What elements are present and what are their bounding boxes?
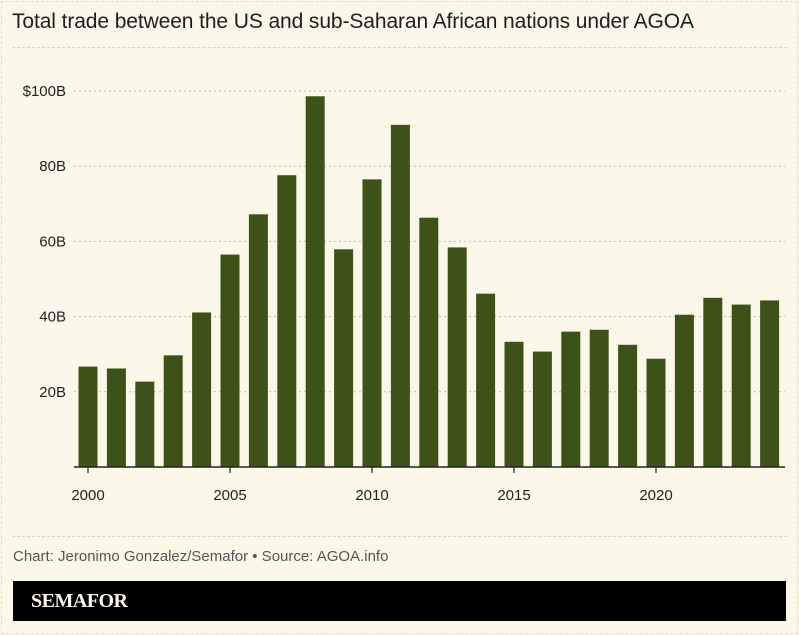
bar-2022: [703, 297, 723, 467]
bar-2023: [731, 304, 751, 467]
bar-2000: [78, 366, 98, 467]
bar-2007: [277, 175, 297, 467]
x-tick-label: 2000: [71, 487, 104, 504]
y-tick-label: 20B: [39, 384, 66, 401]
bar-2003: [163, 355, 183, 467]
bar-2015: [504, 341, 524, 467]
bar-2006: [248, 214, 268, 467]
x-tick-label: 2010: [355, 487, 388, 504]
chart-credit: Chart: Jeronimo Gonzalez/Semafor • Sourc…: [13, 548, 389, 565]
x-tick-label: 2005: [213, 487, 246, 504]
bar-2002: [135, 381, 155, 467]
y-tick-label: 60B: [39, 233, 66, 250]
bar-2005: [220, 254, 240, 467]
bar-2019: [618, 344, 638, 467]
x-tick-label: 2020: [639, 487, 672, 504]
credit-divider: [12, 536, 787, 537]
bar-2017: [561, 331, 581, 467]
bar-2012: [419, 217, 439, 467]
bar-2013: [447, 247, 467, 467]
bar-2024: [760, 300, 780, 467]
y-tick-label: $100B: [23, 83, 66, 100]
y-tick-label: 80B: [39, 158, 66, 175]
bar-2021: [674, 314, 694, 467]
bar-2004: [192, 312, 212, 467]
brand-bar: SEMAFOR: [13, 581, 786, 621]
bar-2018: [589, 329, 609, 467]
bar-2011: [390, 124, 410, 467]
x-tick-label: 2015: [497, 487, 530, 504]
semafor-logo: SEMAFOR: [31, 590, 128, 612]
bar-2014: [476, 293, 496, 467]
bar-2009: [334, 249, 354, 467]
bar-2020: [646, 358, 666, 467]
bar-chart: 20B 40B 60B 80B $100B 2000 2005 2010 2015 2020: [23, 83, 785, 504]
bar-2010: [362, 179, 382, 468]
chart-title: Total trade between the US and sub-Sahar…: [12, 10, 694, 33]
bar-2008: [305, 96, 325, 467]
bar-2016: [532, 351, 552, 467]
title-divider: [12, 47, 787, 48]
y-tick-label: 40B: [39, 309, 66, 326]
bar-2001: [106, 368, 126, 467]
